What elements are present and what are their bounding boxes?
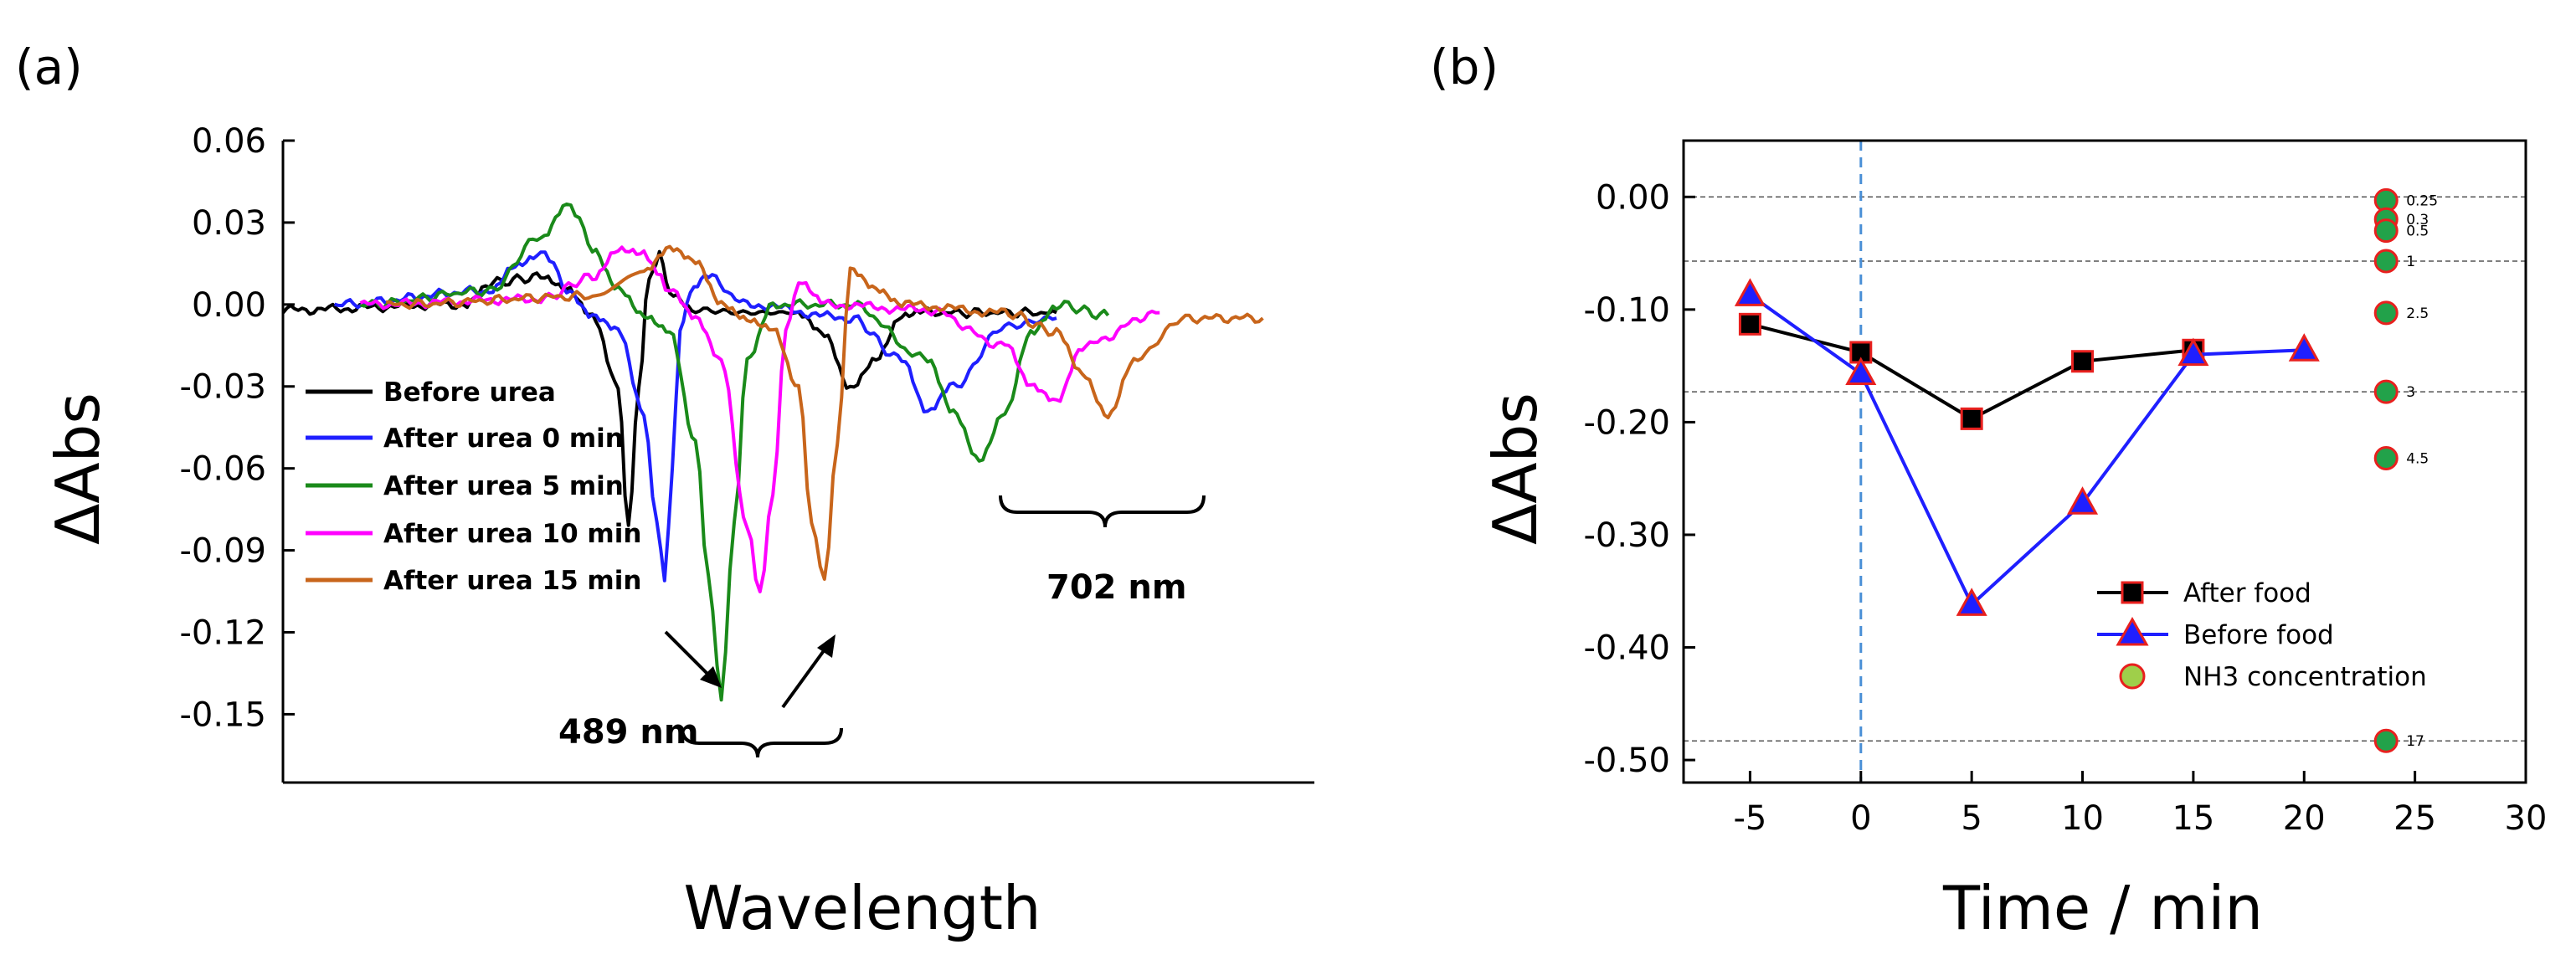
brace-489 <box>681 727 843 758</box>
legend-swatch-before-food-marker <box>2116 616 2149 646</box>
panel-a-legend: Before urea After urea 0 min After urea … <box>306 377 641 596</box>
panel-b-y-tick-label: -0.50 <box>1584 742 1671 780</box>
panel-a-series <box>281 202 1264 702</box>
panel-a-y-ticks: 0.06 0.03 0.00 -0.03 -0.06 -0.09 -0.12 -0.15 <box>180 122 295 734</box>
point-after-food <box>2071 350 2095 373</box>
panel-b-x-tick-label: -5 <box>1733 799 1766 838</box>
point-nh3-concentration <box>2373 218 2399 244</box>
legend-label-after-5: After urea 5 min <box>383 471 624 501</box>
panel-b-x-tick-label: 30 <box>2505 799 2548 838</box>
panel-b-ticks: -5 0 5 10 15 20 25 30 0.00 -0.10 -0.20 -0.30 -0.40 -0… <box>1584 178 2548 838</box>
legend-swatch-nh3-marker <box>2119 663 2146 690</box>
panel-b-chart: 0.250.30.512.534.517 -5 0 5 10 15 20 25 300.00-… <box>1480 139 2548 943</box>
panel-a-chart: 0.06 0.03 0.00 -0.03 -0.06 -0.09 -0.12 -0.15 Wa… <box>43 122 1314 943</box>
panel-b-x-tick-label: 25 <box>2393 799 2436 838</box>
panel-b-x-tick-label: 0 <box>1850 799 1871 838</box>
panel-b-y-tick-label: -0.30 <box>1584 516 1671 555</box>
nh3-concentration-label: 4.5 <box>2406 450 2429 467</box>
panel-b-x-tick-label: 10 <box>2061 799 2104 838</box>
panel-b-y-tick-label: 0.00 <box>1596 178 1670 217</box>
nh3-concentration-label: 0.25 <box>2406 192 2438 209</box>
point-nh3-concentration <box>2373 445 2399 470</box>
nh3-concentration-label: 0.5 <box>2406 223 2429 240</box>
panel-a-y-tick-label: -0.03 <box>180 368 267 407</box>
annotation-702nm: 702 nm <box>1046 568 1187 607</box>
panel-a-label: (a) <box>15 38 83 95</box>
panel-b-x-tick-label: 20 <box>2283 799 2326 838</box>
series-line-before-food <box>1749 293 2305 608</box>
panel-a-y-tick-label: 0.03 <box>192 204 266 243</box>
panel-a-y-tick-label: -0.12 <box>180 613 267 652</box>
panel-b-y-tick-label: -0.20 <box>1584 403 1671 442</box>
point-after-food <box>1960 407 1983 430</box>
nh3-concentration-label: 1 <box>2406 254 2415 270</box>
legend-label-before-food: Before food <box>2183 620 2334 650</box>
series-after-urea-15-min <box>386 244 1264 581</box>
legend-label-nh3: NH3 concentration <box>2183 662 2427 692</box>
legend-label-after-food: After food <box>2183 578 2311 608</box>
nh3-concentration-label: 2.5 <box>2406 305 2429 322</box>
panel-b-label: (b) <box>1430 38 1499 95</box>
panel-a-y-tick-label: -0.15 <box>180 696 267 734</box>
panel-a-x-label: Wavelength <box>683 873 1041 943</box>
arrow-down-right-head <box>700 666 722 688</box>
arrow-up-right <box>781 644 829 709</box>
nh3-concentration-label: 3 <box>2406 384 2415 401</box>
point-before-food <box>2066 486 2099 515</box>
point-before-food <box>1956 588 1987 616</box>
legend-label-after-10: After urea 10 min <box>383 519 641 549</box>
brace-702 <box>999 495 1206 528</box>
legend-label-before-urea: Before urea <box>383 377 556 408</box>
panel-b-y-tick-label: -0.10 <box>1584 291 1671 330</box>
panel-a-annotations: 489 nm 702 nm <box>558 495 1206 758</box>
panel-b-x-label: Time / min <box>1942 873 2263 943</box>
legend-swatch-after-food-marker <box>2121 581 2144 604</box>
nh3-concentration-label: 0.3 <box>2406 212 2429 228</box>
panel-a-y-tick-label: -0.06 <box>180 450 267 489</box>
point-nh3-concentration <box>2373 728 2399 753</box>
series-line-after-food <box>1749 322 2194 421</box>
point-nh3-concentration <box>2373 249 2399 274</box>
point-before-food <box>2178 337 2209 367</box>
panel-b-reference-lines <box>1684 196 2526 742</box>
legend-label-after-0: After urea 0 min <box>383 423 624 454</box>
panel-b-legend: After food Before food NH3 concentration <box>2097 578 2427 692</box>
panel-b-x-tick-label: 15 <box>2172 799 2214 838</box>
point-before-food <box>2288 333 2320 362</box>
arrow-down-right <box>664 630 713 680</box>
nh3-concentration-label: 17 <box>2406 733 2424 750</box>
annotation-489nm: 489 nm <box>558 713 699 752</box>
panel-b-frame <box>1682 139 2527 784</box>
point-before-food <box>1845 357 1877 386</box>
panel-b-y-tick-label: -0.40 <box>1584 629 1671 668</box>
point-before-food <box>1734 278 1766 306</box>
arrow-up-right-head <box>817 634 836 658</box>
panel-b-x-tick-label: 5 <box>1961 799 1982 838</box>
legend-label-after-15: After urea 15 min <box>383 566 641 596</box>
point-after-food <box>1738 312 1761 336</box>
panel-a-y-tick-label: -0.09 <box>180 532 267 571</box>
panel-a-y-tick-label: 0.06 <box>192 122 266 161</box>
panel-b-y-label: ΔAbs <box>1480 393 1550 545</box>
panel-b-series: 0.25 0.30.5 1 2.5 3 4.5 17 <box>1734 187 2438 753</box>
panel-a-y-tick-label: 0.00 <box>192 286 266 325</box>
point-nh3-concentration <box>2373 300 2399 326</box>
panel-a-y-label: ΔAbs <box>43 393 113 545</box>
point-nh3-concentration <box>2373 379 2399 404</box>
